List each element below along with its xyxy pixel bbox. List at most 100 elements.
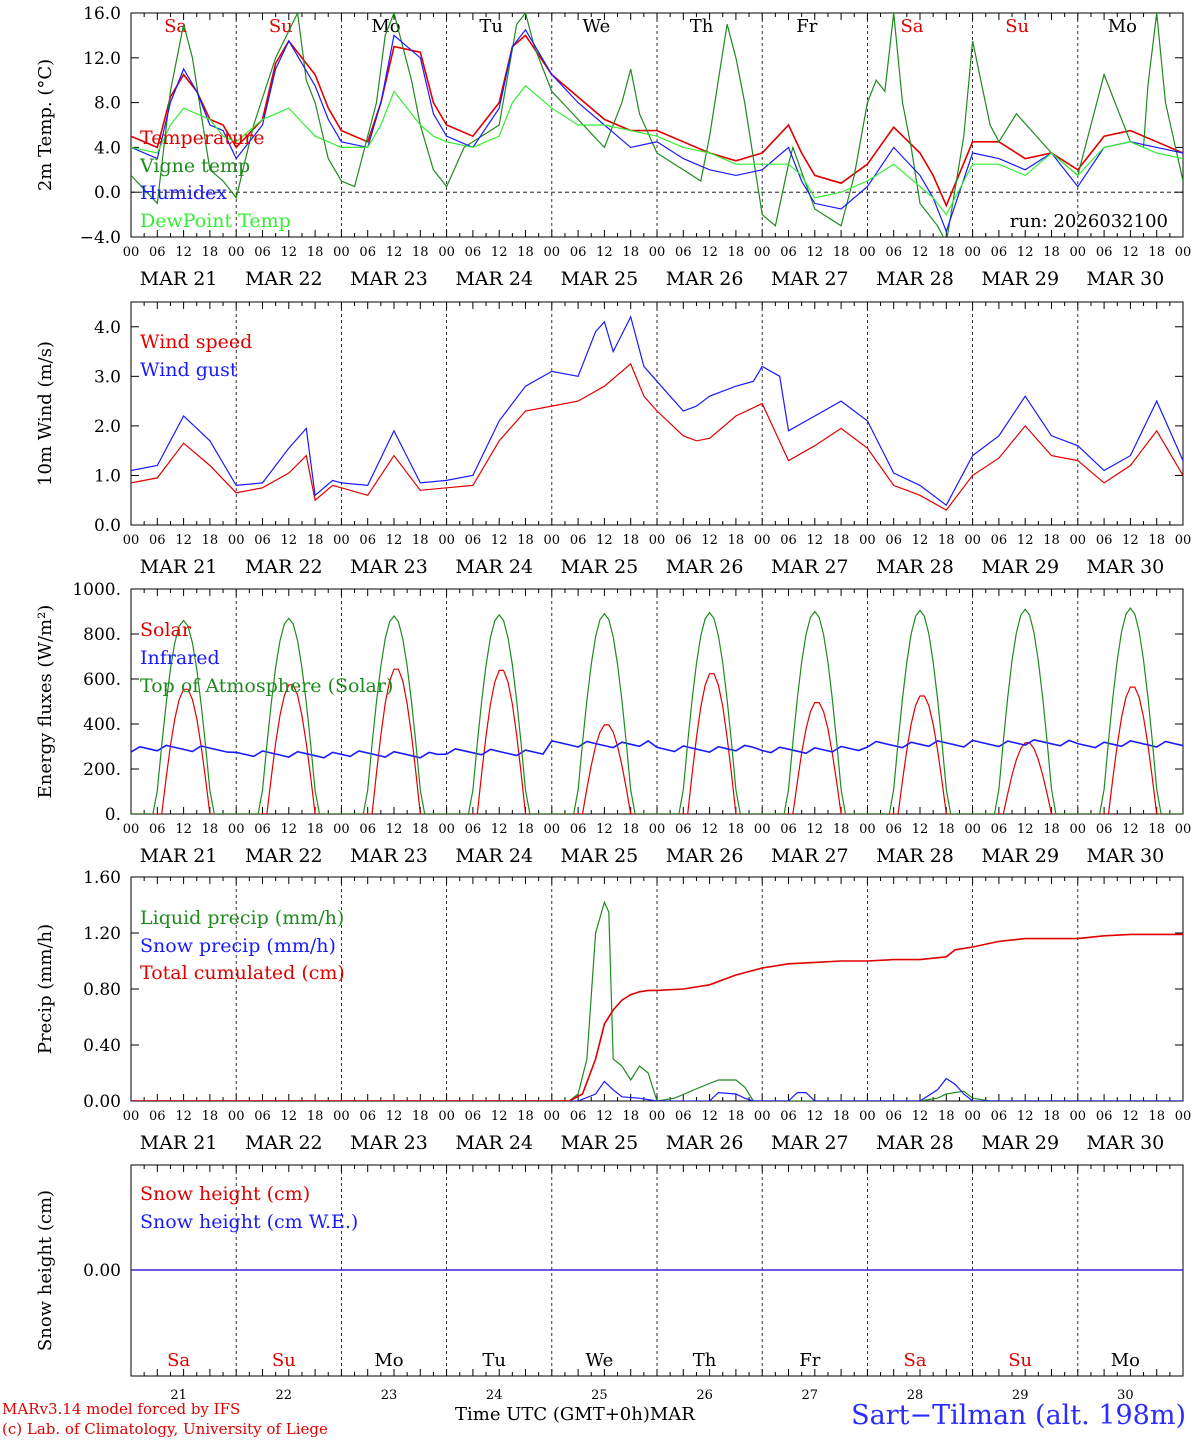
hour-tick-label: 06 (570, 245, 587, 260)
hour-tick-label: 00 (123, 1109, 140, 1124)
hour-tick-label: 00 (964, 822, 981, 837)
hour-tick-label: 06 (465, 533, 482, 548)
series-line-humidex (131, 28, 1183, 234)
hour-tick-label: 12 (912, 1109, 929, 1124)
hour-tick-label: 18 (202, 533, 219, 548)
hour-tick-label: 12 (386, 822, 403, 837)
date-label: MAR 28 (876, 268, 954, 290)
y-axis-label: 10m Wind (m/s) (35, 341, 56, 486)
date-label: MAR 30 (1087, 268, 1165, 290)
y-tick-label: 0.0 (94, 183, 121, 203)
day-name-label: We (583, 16, 611, 37)
hour-tick-label: 18 (202, 1109, 219, 1124)
series-line-top-of-atmosphere-solar- (131, 607, 1183, 814)
hour-tick-label: 12 (281, 1109, 298, 1124)
series-group (131, 900, 1183, 1101)
day-name-label: Mo (1108, 16, 1137, 37)
hour-tick-label: 00 (123, 533, 140, 548)
hour-tick-label: 12 (701, 245, 718, 260)
hour-tick-label: 18 (622, 822, 639, 837)
y-axis-label: Precip (mm/h) (35, 924, 56, 1054)
series-line-infrared (131, 738, 1183, 759)
day-name-label: We (586, 1350, 614, 1371)
hour-tick-label: 18 (1043, 1109, 1060, 1124)
hour-tick-label: 12 (596, 533, 613, 548)
legend-entry: Snow height (cm W.E.) (140, 1211, 358, 1233)
hour-tick-label: 12 (807, 533, 824, 548)
series-line-dewpoint-temp (131, 84, 1183, 216)
day-number-label: 30 (1117, 1388, 1134, 1403)
day-number-label: 22 (276, 1388, 293, 1403)
hour-tick-label: 18 (1043, 533, 1060, 548)
hour-tick-label: 00 (438, 245, 455, 260)
series-line-liquid-precip-mm-h- (131, 900, 1183, 1101)
date-label: MAR 30 (1087, 845, 1165, 867)
hour-tick-label: 06 (570, 1109, 587, 1124)
series-line-vigne-temp (131, 13, 1183, 237)
hour-tick-label: 06 (149, 822, 166, 837)
date-label: MAR 28 (876, 1132, 954, 1154)
y-tick-label: 0.80 (83, 980, 121, 1000)
series-line-temperature (131, 34, 1183, 208)
day-name-label: Tu (479, 16, 503, 37)
hour-tick-label: 00 (964, 1109, 981, 1124)
hour-tick-label: 00 (228, 822, 245, 837)
hour-tick-label: 06 (675, 1109, 692, 1124)
legend-entry: DewPoint Temp (140, 210, 291, 232)
hour-tick-label: 12 (386, 1109, 403, 1124)
hour-tick-label: 00 (649, 245, 666, 260)
hour-tick-label: 00 (754, 1109, 771, 1124)
hour-tick-label: 00 (1070, 533, 1087, 548)
date-label: MAR 21 (140, 556, 218, 578)
hour-tick-label: 06 (780, 1109, 797, 1124)
day-name-label: Mo (371, 16, 400, 37)
hour-tick-label: 18 (1043, 822, 1060, 837)
credit-line-2: (c) Lab. of Climatology, University of L… (2, 1420, 328, 1438)
panel-2: 00 06 12 18 00 06 12 18 00 06 12 18 00 06 12 18 00 06 12 18… (35, 301, 1191, 578)
hour-tick-label: 18 (412, 822, 429, 837)
y-tick-label: 400. (83, 715, 121, 735)
y-tick-label: 2.0 (94, 417, 121, 437)
hour-tick-label: 06 (465, 245, 482, 260)
hour-tick-label: 18 (1148, 822, 1165, 837)
legend-entry: Wind speed (140, 331, 252, 353)
y-tick-label: 12.0 (83, 49, 121, 69)
y-axis-label: Snow height (cm) (35, 1190, 56, 1351)
panel-4: 00 06 12 18 00 06 12 18 00 06 12 18 00 06 12 18 00 06 12 18… (35, 868, 1191, 1154)
hour-tick-label: 12 (175, 245, 192, 260)
hour-tick-label: 00 (754, 533, 771, 548)
y-tick-label: 4.0 (94, 138, 121, 158)
hour-tick-label: 00 (123, 245, 140, 260)
hour-tick-label: 18 (728, 245, 745, 260)
hour-tick-label: 06 (570, 533, 587, 548)
day-name-label: Sa (167, 1350, 190, 1371)
hour-tick-label: 00 (1070, 1109, 1087, 1124)
hour-tick-label: 12 (807, 822, 824, 837)
y-tick-label: 1.20 (83, 924, 121, 944)
date-label: MAR 30 (1087, 556, 1165, 578)
y-tick-label: 800. (83, 625, 121, 645)
hour-tick-label: 06 (254, 245, 271, 260)
date-label: MAR 24 (455, 1132, 533, 1154)
hour-tick-label: 12 (175, 1109, 192, 1124)
hour-tick-label: 00 (1070, 245, 1087, 260)
day-name-label: Tu (482, 1350, 506, 1371)
hour-tick-label: 06 (1096, 1109, 1113, 1124)
date-label: MAR 23 (350, 268, 428, 290)
series-line-total-cumulated-cm- (131, 933, 1183, 1101)
y-tick-label: 1.60 (83, 868, 121, 888)
series-line-snow-precip-mm-h- (131, 1077, 1183, 1101)
day-number-label: 21 (170, 1388, 187, 1403)
hour-tick-label: 00 (649, 822, 666, 837)
hour-tick-label: 18 (412, 533, 429, 548)
hour-tick-label: 06 (149, 1109, 166, 1124)
hour-tick-label: 00 (754, 822, 771, 837)
hour-tick-label: 00 (964, 533, 981, 548)
day-name-label: Sa (903, 1350, 926, 1371)
y-tick-label: 0.0 (94, 516, 121, 536)
hour-tick-label: 18 (728, 533, 745, 548)
hour-tick-label: 06 (675, 245, 692, 260)
panel-1: 00 06 12 18 00 06 12 18 00 06 12 18 00 06 12 18 00 06 12 18… (35, 4, 1191, 290)
hour-tick-label: 12 (912, 245, 929, 260)
